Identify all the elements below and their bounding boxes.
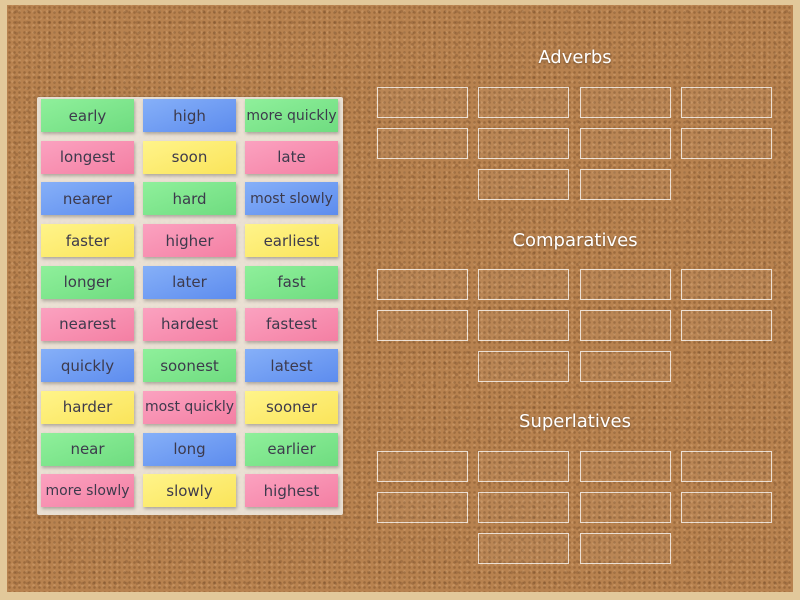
drop-slot[interactable]	[377, 310, 468, 341]
word-tile[interactable]: most quickly	[143, 390, 236, 424]
word-tile[interactable]: most slowly	[245, 182, 338, 216]
word-tile-label: faster	[65, 231, 110, 250]
drop-slot[interactable]	[377, 128, 468, 159]
drop-slot[interactable]	[681, 492, 772, 523]
word-tile-label: longer	[63, 273, 112, 292]
drop-slot[interactable]	[580, 128, 671, 159]
drop-slot[interactable]	[580, 533, 671, 564]
drop-slot[interactable]	[681, 451, 772, 482]
word-tile[interactable]: high	[143, 99, 236, 132]
word-tile[interactable]: longest	[41, 140, 134, 174]
drop-slot[interactable]	[478, 87, 569, 118]
drop-slot[interactable]	[478, 533, 569, 564]
drop-slot[interactable]	[478, 310, 569, 341]
word-tile[interactable]: fast	[245, 265, 338, 299]
word-tile[interactable]: slowly	[143, 474, 236, 508]
word-tile-label: longest	[59, 148, 116, 167]
word-tile-label: early	[68, 106, 107, 125]
word-tile[interactable]: nearer	[41, 182, 134, 216]
word-tile[interactable]: more quickly	[245, 99, 338, 132]
word-tile-label: more slowly	[45, 482, 130, 499]
word-tile-label: most quickly	[144, 399, 235, 416]
word-tile[interactable]: late	[245, 140, 338, 174]
drop-slot[interactable]	[377, 492, 468, 523]
word-tile-label: higher	[165, 231, 214, 250]
drop-slot[interactable]	[478, 128, 569, 159]
word-tile-label: near	[70, 440, 105, 459]
drop-slot[interactable]	[580, 87, 671, 118]
word-tile-label: harder	[62, 398, 113, 417]
drop-slot[interactable]	[377, 269, 468, 300]
word-tile[interactable]: early	[41, 99, 134, 132]
drop-slot[interactable]	[478, 492, 569, 523]
word-tile-label: fast	[277, 273, 306, 292]
word-tile-label: later	[172, 273, 207, 292]
word-tile[interactable]: more slowly	[41, 474, 134, 508]
word-tile-tray: early high more quickly longest soon late near…	[37, 97, 343, 515]
word-tile[interactable]: earlier	[245, 432, 338, 466]
word-tile[interactable]: earliest	[245, 224, 338, 258]
word-tile-label: quickly	[60, 356, 115, 375]
word-tile[interactable]: near	[41, 432, 134, 466]
word-tile[interactable]: higher	[143, 224, 236, 258]
word-tile-label: long	[173, 440, 206, 459]
word-tile-label: latest	[270, 356, 313, 375]
word-tile[interactable]: hard	[143, 182, 236, 216]
word-tile[interactable]: highest	[245, 474, 338, 508]
word-tile[interactable]: latest	[245, 349, 338, 383]
word-tile[interactable]: quickly	[41, 349, 134, 383]
word-tile-label: hardest	[160, 315, 219, 333]
drop-slot[interactable]	[580, 492, 671, 523]
word-tile-label: sooner	[265, 398, 318, 417]
drop-slot[interactable]	[580, 269, 671, 300]
drop-slot[interactable]	[478, 351, 569, 382]
drop-slot[interactable]	[580, 351, 671, 382]
word-tile[interactable]: nearest	[41, 307, 134, 341]
word-tile-label: fastest	[265, 315, 318, 333]
word-tile-label: nearest	[59, 315, 116, 333]
word-tile[interactable]: soon	[143, 140, 236, 174]
drop-slot[interactable]	[377, 87, 468, 118]
drop-slot[interactable]	[580, 310, 671, 341]
word-tile[interactable]: later	[143, 265, 236, 299]
drop-slot[interactable]	[478, 451, 569, 482]
word-tile[interactable]: hardest	[143, 307, 236, 341]
drop-slot[interactable]	[681, 269, 772, 300]
word-tile-label: earlier	[267, 440, 316, 459]
group-heading: Superlatives	[519, 411, 631, 432]
drop-slot[interactable]	[478, 269, 569, 300]
word-tile[interactable]: fastest	[245, 307, 338, 341]
word-tile-label: most slowly	[250, 190, 333, 207]
word-tile-label: slowly	[166, 481, 213, 500]
drop-slot[interactable]	[681, 87, 772, 118]
word-tile-label: high	[173, 106, 206, 125]
drop-slot[interactable]	[478, 169, 569, 200]
word-tile-label: hard	[172, 189, 207, 208]
word-tile[interactable]: faster	[41, 224, 134, 258]
drop-slot[interactable]	[681, 310, 772, 341]
word-tile[interactable]: long	[143, 432, 236, 466]
drop-slot[interactable]	[580, 169, 671, 200]
word-tile[interactable]: soonest	[143, 349, 236, 383]
word-tile-label: soonest	[160, 356, 219, 375]
word-tile[interactable]: sooner	[245, 390, 338, 424]
word-tile[interactable]: harder	[41, 390, 134, 424]
group-heading: Adverbs	[538, 47, 612, 68]
drop-slot[interactable]	[681, 128, 772, 159]
word-tile-label: earliest	[263, 231, 320, 250]
word-tile-label: soon	[171, 148, 208, 167]
drop-slot[interactable]	[377, 451, 468, 482]
drop-slot[interactable]	[580, 451, 671, 482]
word-tile-label: late	[277, 148, 306, 167]
word-tile-label: highest	[263, 481, 320, 500]
group-heading: Comparatives	[512, 230, 638, 251]
word-tile[interactable]: longer	[41, 265, 134, 299]
word-tile-label: nearer	[62, 189, 113, 208]
word-tile-label: more quickly	[246, 107, 337, 124]
